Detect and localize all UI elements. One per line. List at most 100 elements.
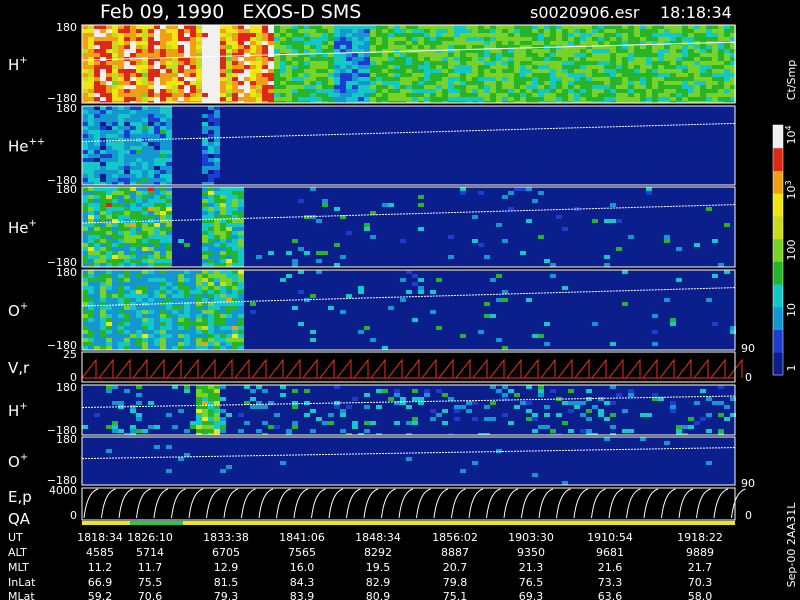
spectrogram-cell xyxy=(676,65,682,69)
spectrogram-cell xyxy=(106,150,112,154)
spectrogram-cell xyxy=(268,33,274,37)
spectrogram-cell xyxy=(502,195,508,199)
spectrogram-cell xyxy=(550,41,556,45)
spectrogram-cell xyxy=(364,53,370,57)
spectrogram-cell xyxy=(664,239,670,243)
panel-frame xyxy=(81,384,736,436)
spectrogram-cell xyxy=(460,57,466,61)
spectrogram-cell xyxy=(202,97,208,101)
spectrogram-cell xyxy=(604,85,610,89)
spectrogram-cell xyxy=(160,211,166,215)
spectrogram-cell xyxy=(88,25,94,29)
spectrogram-cell xyxy=(190,81,196,85)
spectrogram-cell xyxy=(100,73,106,77)
spectrogram-cell xyxy=(130,187,136,191)
spectrogram-cell xyxy=(298,101,304,103)
spectrogram-cell xyxy=(430,310,436,314)
spectrogram-cell xyxy=(208,270,214,274)
spectrogram-cell xyxy=(556,69,562,73)
cell: 7565 xyxy=(288,546,316,559)
spectrogram-cell xyxy=(514,97,520,101)
spectrogram-cell xyxy=(280,93,286,97)
spectrogram-cell xyxy=(226,298,232,302)
panel-sup: + xyxy=(19,55,27,66)
spectrogram-cell xyxy=(334,41,340,45)
spectrogram-cell xyxy=(88,126,94,130)
spectrogram-cell xyxy=(514,33,520,37)
spectrogram-cell xyxy=(172,89,178,93)
spectrogram-cell xyxy=(376,25,382,29)
spectrogram-cell xyxy=(184,25,190,29)
spectrogram-cell xyxy=(376,97,382,101)
spectrogram-cell xyxy=(112,298,118,302)
spectrogram-cell xyxy=(160,126,166,130)
spectrogram-cell xyxy=(328,306,334,310)
spectrogram-cell xyxy=(124,235,130,239)
spectrogram-cell xyxy=(184,274,190,278)
spectrogram-cell xyxy=(112,182,118,185)
spectrogram-cell xyxy=(340,45,346,49)
spectrogram-cell xyxy=(694,101,700,103)
spectrogram-cell xyxy=(196,294,202,298)
spectrogram-cell xyxy=(214,215,220,219)
spectrogram-cell xyxy=(274,25,280,29)
spectrogram-cell xyxy=(580,73,586,77)
spectrogram-cell xyxy=(448,89,454,93)
spectrogram-cell xyxy=(214,227,220,231)
spectrogram-cell xyxy=(490,49,496,53)
spectrogram-cell xyxy=(718,45,724,49)
spectrogram-cell xyxy=(298,37,304,41)
spectrogram-cell xyxy=(136,342,142,346)
spectrogram-cell xyxy=(382,203,388,207)
spectrogram-cell xyxy=(82,334,88,338)
spectrogram-cell xyxy=(220,302,226,306)
spectrogram-cell xyxy=(214,330,220,334)
spectrogram-cell xyxy=(718,89,724,93)
spectrogram-cell xyxy=(436,29,442,33)
spectrogram-cell xyxy=(370,29,376,33)
spectrogram-cell xyxy=(202,346,208,350)
spectrogram-cell xyxy=(304,33,310,37)
spectrogram-cell xyxy=(568,97,574,101)
spectrogram-cell xyxy=(316,417,322,421)
spectrogram-cell xyxy=(106,199,112,203)
spectrogram-cell xyxy=(478,85,484,89)
spectrogram-cell xyxy=(88,178,94,182)
panel-name: O xyxy=(8,453,20,471)
spectrogram-cell xyxy=(718,263,724,267)
spectrogram-cell xyxy=(142,306,148,310)
spectrogram-cell xyxy=(136,318,142,322)
spectrogram-cell xyxy=(412,421,418,425)
spectrogram-cell xyxy=(274,425,280,429)
spectrogram-cell xyxy=(154,338,160,342)
panel-frame xyxy=(81,24,736,104)
spectrogram-cell xyxy=(202,421,208,425)
spectrogram-cell xyxy=(196,409,202,413)
spectrogram-cell xyxy=(322,97,328,101)
spectrogram-cell xyxy=(694,37,700,41)
spectrogram-cell xyxy=(442,393,448,397)
spectrogram-cell xyxy=(112,235,118,239)
spectrogram-cell xyxy=(664,93,670,97)
spectrogram-cell xyxy=(580,33,586,37)
row-label: InLat xyxy=(8,576,36,589)
spectrogram-cell xyxy=(610,433,616,435)
spectrogram-cell xyxy=(118,270,124,274)
spectrogram-cell xyxy=(148,182,154,185)
spectrogram-cell xyxy=(514,49,520,53)
spectrogram-cell xyxy=(484,302,490,306)
spectrogram-cell xyxy=(304,89,310,93)
spectrogram-cell xyxy=(226,219,232,223)
spectrogram-cell xyxy=(214,187,220,191)
spectrogram-cell xyxy=(82,326,88,330)
spectrogram-cell xyxy=(136,150,142,154)
axis-top-label: 25 xyxy=(63,348,77,361)
spectrogram-cell xyxy=(202,73,208,77)
spectrogram-cell xyxy=(382,61,388,65)
spectrogram-cell xyxy=(610,65,616,69)
spectrogram-cell xyxy=(106,101,112,103)
spectrogram-cell xyxy=(724,81,730,85)
spectrogram-cell xyxy=(196,326,202,330)
spectrogram-cell xyxy=(172,45,178,49)
spectrogram-cell xyxy=(442,25,448,29)
